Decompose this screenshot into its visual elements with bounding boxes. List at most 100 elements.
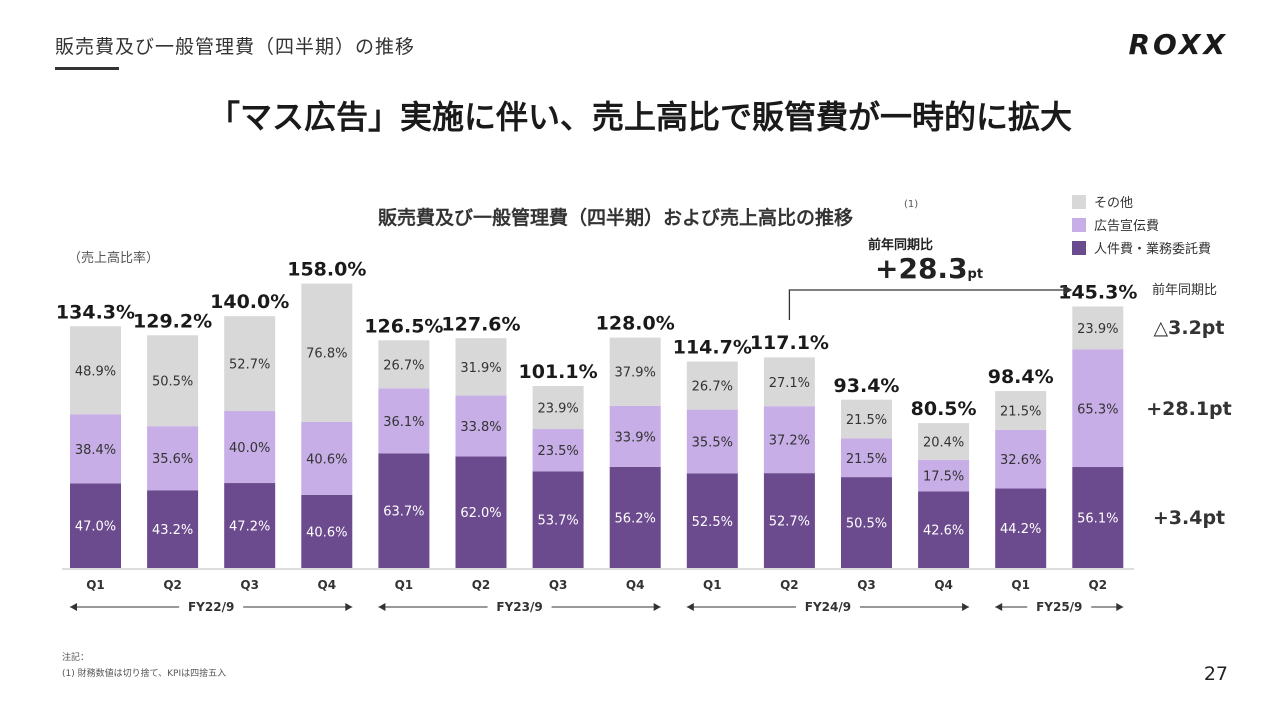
page-number: 27 [1203, 663, 1228, 685]
x-tick-label: Q3 [240, 578, 259, 592]
bar-segment-other [532, 386, 584, 430]
bar-segment-label-other: 23.9% [1077, 322, 1118, 337]
footnote-1: (1) 財務数値は切り捨て、KPIは四捨五入 [62, 669, 227, 679]
headline: 「マス広告」実施に伴い、売上高比で販管費が一時的に拡大 [207, 98, 1072, 136]
bar-segment-label-advertising: 35.6% [152, 452, 193, 467]
yoy-other-change: △3.2pt [1153, 317, 1225, 339]
chart-title: 販売費及び一般管理費（四半期）および売上高比の推移 [378, 207, 854, 229]
fy-bracket-arrow-left [995, 603, 1003, 611]
fy-bracket-arrow-left [70, 603, 77, 611]
bar-total-label: 140.0% [210, 291, 289, 313]
bar-segment-advertising [995, 429, 1047, 489]
x-tick-label: Q2 [472, 578, 491, 592]
bar-segment-other [1072, 306, 1124, 350]
bar-total-label: 98.4% [988, 366, 1054, 388]
bar-segment-personnel [918, 491, 970, 568]
bar-segment-label-advertising: 21.5% [846, 452, 887, 467]
yoy-total-label: 前年同期比 [868, 238, 934, 253]
bar-segment-personnel [70, 483, 121, 568]
bar-segment-other [995, 391, 1047, 430]
bar-total-label: 127.6% [441, 313, 520, 335]
bar-total-label: 80.5% [911, 398, 977, 420]
x-tick-label: Q1 [86, 578, 105, 592]
bar-segment-advertising [301, 421, 353, 495]
yoy-connector-line [788, 289, 1065, 320]
yoy-connector-arrowhead [1063, 285, 1073, 295]
bar-segment-label-other: 23.9% [537, 402, 578, 417]
bar-segment-label-advertising: 35.5% [692, 436, 733, 451]
bar-segment-other [147, 335, 199, 427]
bar-segment-advertising [918, 459, 970, 492]
bar-segment-personnel [532, 471, 584, 568]
chart-legend: その他 広告宣伝費 人件費・業務委託費 [1072, 190, 1211, 259]
legend-label-advertising: 広告宣伝費 [1094, 219, 1160, 234]
bar-total-label: 145.3% [1058, 281, 1137, 303]
bar-segment-label-personnel: 47.0% [75, 520, 116, 535]
bar-total-label: 126.5% [364, 315, 443, 337]
bar-segment-label-personnel: 44.2% [1000, 522, 1041, 537]
x-tick-label: Q4 [934, 578, 953, 592]
bar-segment-label-personnel: 63.7% [383, 505, 424, 520]
bar-total-label: 134.3% [56, 301, 135, 323]
bar-segment-other [686, 361, 738, 410]
bar-segment-advertising [147, 426, 199, 491]
fy-bracket-arrow-right [962, 603, 970, 611]
legend-swatch-personnel [1072, 240, 1086, 255]
bar-segment-advertising [1072, 349, 1124, 468]
yoy-advertising-change: +28.1pt [1146, 398, 1232, 420]
bar-segment-label-advertising: 38.4% [75, 443, 116, 458]
bar-segment-label-personnel: 43.2% [152, 523, 193, 538]
bar-segment-personnel [763, 473, 815, 568]
bar-segment-label-other: 31.9% [460, 361, 501, 376]
fiscal-year-label: FY22/9 [188, 600, 234, 614]
bar-segment-label-personnel: 62.0% [460, 506, 501, 521]
yoy-breakdown-header: 前年同期比 [1152, 283, 1218, 298]
yoy-total-value: +28.3pt [875, 252, 983, 285]
bar-segment-label-advertising: 36.1% [383, 415, 424, 430]
bar-segment-advertising [609, 405, 661, 467]
x-tick-label: Q4 [626, 578, 645, 592]
bar-segment-label-personnel: 56.2% [615, 511, 656, 526]
fiscal-year-label: FY23/9 [496, 600, 542, 614]
bar-total-label: 93.4% [834, 375, 900, 397]
x-tick-label: Q2 [1089, 578, 1108, 592]
bar-segment-label-personnel: 52.5% [692, 515, 733, 530]
fy-bracket-arrow-right [345, 603, 353, 611]
fy-bracket-arrow-left [686, 603, 694, 611]
legend-swatch-advertising [1072, 217, 1086, 232]
yoy-total-number: +28.3 [875, 252, 968, 285]
bar-segment-personnel [686, 473, 738, 568]
bar-segment-label-advertising: 40.6% [306, 452, 347, 467]
legend-label-personnel: 人件費・業務委託費 [1094, 242, 1212, 257]
bar-total-label: 128.0% [596, 313, 675, 335]
x-tick-label: Q3 [857, 578, 876, 592]
bar-segment-other [455, 338, 507, 396]
bar-segment-other [763, 357, 815, 407]
legend-item-advertising: 広告宣伝費 [1072, 213, 1211, 236]
footnote-heading: 注記： [62, 653, 90, 663]
bar-segment-label-other: 48.9% [75, 364, 116, 379]
bar-segment-other [301, 283, 353, 422]
bar-segment-label-other: 50.5% [152, 375, 193, 390]
bar-segment-label-advertising: 33.8% [460, 420, 501, 435]
bar-segment-label-personnel: 52.7% [769, 515, 810, 530]
bar-segment-other [609, 337, 661, 406]
bar-segment-label-personnel: 47.2% [229, 520, 270, 535]
yoy-personnel-change: +3.4pt [1152, 507, 1226, 529]
bar-segment-advertising [841, 438, 892, 478]
legend-swatch-other [1072, 194, 1086, 209]
bar-segment-label-advertising: 40.0% [229, 441, 270, 456]
roxx-logo: ROXX [1128, 28, 1228, 61]
bar-segment-other [841, 399, 892, 439]
bar-segment-label-personnel: 50.5% [846, 517, 887, 532]
fy-bracket-arrow-left [378, 603, 386, 611]
bar-segment-label-advertising: 65.3% [1077, 402, 1118, 417]
legend-label-other: その他 [1094, 196, 1134, 211]
x-tick-label: Q4 [318, 578, 337, 592]
bar-segment-personnel [995, 488, 1047, 568]
legend-item-personnel: 人件費・業務委託費 [1072, 236, 1211, 259]
bar-segment-other [378, 340, 430, 389]
x-tick-label: Q1 [395, 578, 414, 592]
bar-segment-personnel [609, 466, 661, 568]
bar-segment-other [70, 326, 121, 415]
